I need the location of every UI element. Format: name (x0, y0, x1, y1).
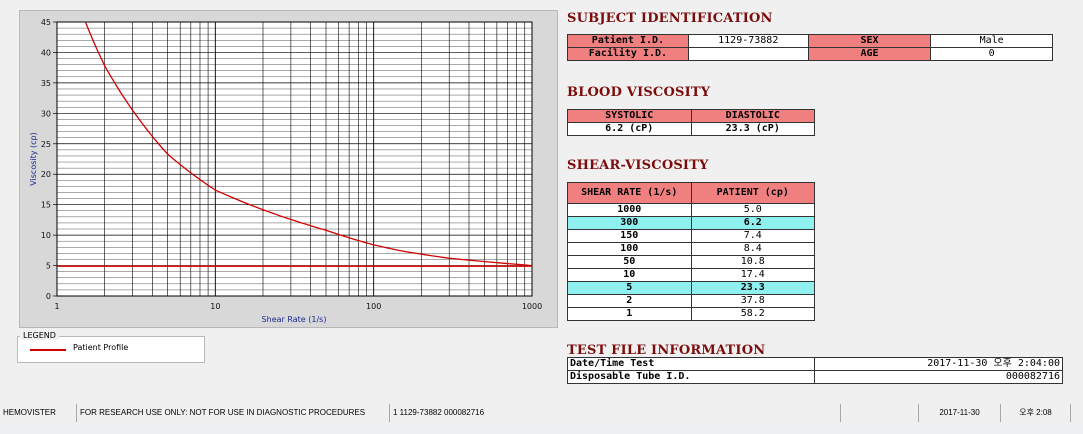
plot-border (56, 21, 533, 297)
age-label: AGE (807, 47, 932, 61)
y-tick-label: 40 (41, 48, 51, 57)
diastolic-label: DIASTOLIC (690, 109, 815, 123)
legend-label: Patient Profile (73, 343, 129, 352)
legend-title: LEGEND (20, 331, 59, 340)
patient-cp-cell: 10.8 (690, 255, 815, 269)
tube-id-value: 000082716 (814, 370, 1063, 384)
patient-cp-cell: 17.4 (690, 268, 815, 282)
patient-cp-cell: 6.2 (690, 216, 815, 230)
x-axis-title: Shear Rate (1/s) (262, 315, 327, 324)
blood-viscosity-title: BLOOD VISCOSITY (567, 85, 711, 100)
shear-rate-cell: 2 (567, 294, 692, 308)
blood-viscosity-table: SYSTOLIC DIASTOLIC 6.2 (cP) 23.3 (cP) (567, 109, 815, 136)
y-tick-label: 35 (41, 79, 51, 88)
diastolic-value: 23.3 (cP) (690, 122, 815, 136)
shear-row: 150 7.4 (567, 229, 815, 243)
patient-cp-header: PATIENT (cp) (690, 182, 815, 204)
facility-id-value (687, 47, 809, 61)
facility-id-label: Facility I.D. (567, 47, 689, 61)
legend-swatch (30, 349, 66, 351)
viscosity-chart: 0 5 10 15 20 25 30 35 40 45 1 10 100 1000 Shear Rate … (19, 10, 558, 328)
patient-cp-cell: 7.4 (690, 229, 815, 243)
y-tick-label: 5 (46, 262, 51, 271)
shear-rate-cell: 150 (567, 229, 692, 243)
shear-rate-cell: 300 (567, 216, 692, 230)
status-app: HEMOVISTER (0, 404, 77, 422)
chart-series (57, 22, 532, 267)
patient-id-value: 1129-73882 (687, 34, 809, 48)
shear-rate-cell: 1 (567, 307, 692, 321)
status-empty (841, 404, 919, 422)
subject-table: Patient I.D. 1129-73882 SEX Male Facilit… (567, 34, 1053, 61)
shear-row: 50 10.8 (567, 255, 815, 269)
datetime-label: Date/Time Test (566, 357, 816, 371)
patient-profile-line (84, 22, 532, 267)
y-tick-label: 15 (41, 201, 51, 210)
tube-id-label: Disposable Tube I.D. (566, 370, 816, 384)
shear-row: 10 17.4 (567, 268, 815, 282)
patient-cp-cell: 8.4 (690, 242, 815, 256)
status-notice: FOR RESEARCH USE ONLY: NOT FOR USE IN DI… (77, 404, 390, 422)
patient-cp-cell: 37.8 (690, 294, 815, 308)
sex-value: Male (930, 34, 1053, 48)
status-date: 2017-11-30 (919, 404, 1001, 422)
shear-row: 5 23.3 (567, 281, 815, 295)
shear-rate-cell: 1000 (567, 203, 692, 217)
status-time: 오후 2:08 (1001, 404, 1071, 422)
y-tick-label: 0 (46, 292, 51, 301)
shear-rate-cell: 100 (567, 242, 692, 256)
plot-area (57, 22, 532, 296)
chart-grid (56, 21, 533, 297)
x-tick-label: 100 (366, 302, 381, 311)
systolic-label: SYSTOLIC (567, 109, 692, 123)
test-file-table: Date/Time Test 2017-11-30 오후 2:04:00 Dis… (566, 357, 1063, 384)
age-value: 0 (930, 47, 1053, 61)
x-tick-label: 1000 (522, 302, 542, 311)
subject-title: SUBJECT IDENTIFICATION (567, 11, 773, 26)
shear-rate-cell: 10 (567, 268, 692, 282)
y-tick-label: 25 (41, 140, 51, 149)
y-tick-label: 30 (41, 109, 51, 118)
y-tick-label: 20 (41, 170, 51, 179)
sex-label: SEX (807, 34, 932, 48)
patient-id-label: Patient I.D. (567, 34, 689, 48)
shear-rate-header: SHEAR RATE (1/s) (567, 182, 692, 204)
datetime-value: 2017-11-30 오후 2:04:00 (814, 357, 1063, 371)
shear-rate-cell: 50 (567, 255, 692, 269)
test-file-title: TEST FILE INFORMATION (567, 343, 766, 358)
shear-row: 1 58.2 (567, 307, 815, 321)
x-tick-label: 1 (54, 302, 59, 311)
shear-row: 300 6.2 (567, 216, 815, 230)
legend-box: Patient Profile (17, 336, 205, 363)
chart-ticks: 0 5 10 15 20 25 30 35 40 45 1 10 100 1000 (41, 18, 542, 311)
shear-row: 2 37.8 (567, 294, 815, 308)
shear-row: 100 8.4 (567, 242, 815, 256)
systolic-value: 6.2 (cP) (567, 122, 692, 136)
patient-cp-cell: 23.3 (690, 281, 815, 295)
chart-svg: 0 5 10 15 20 25 30 35 40 45 1 10 100 1000 Shear Rate … (29, 18, 542, 324)
x-tick-label: 10 (210, 302, 220, 311)
patient-cp-cell: 5.0 (690, 203, 815, 217)
patient-cp-cell: 58.2 (690, 307, 815, 321)
shear-viscosity-table: SHEAR RATE (1/s) PATIENT (cp) 1000 5.0 300… (567, 182, 815, 321)
shear-rate-cell: 5 (567, 281, 692, 295)
status-record: 1 1129-73882 000082716 (390, 404, 841, 422)
shear-row: 1000 5.0 (567, 203, 815, 217)
y-tick-label: 10 (41, 231, 51, 240)
status-bar: HEMOVISTER FOR RESEARCH USE ONLY: NOT FO… (0, 404, 1083, 422)
shear-viscosity-title: SHEAR-VISCOSITY (567, 158, 709, 173)
y-tick-label: 45 (41, 18, 51, 27)
main-panel: 0 5 10 15 20 25 30 35 40 45 1 10 100 1000 Shear Rate … (0, 10, 1083, 405)
y-axis-title: Viscosity (cp) (29, 132, 38, 186)
